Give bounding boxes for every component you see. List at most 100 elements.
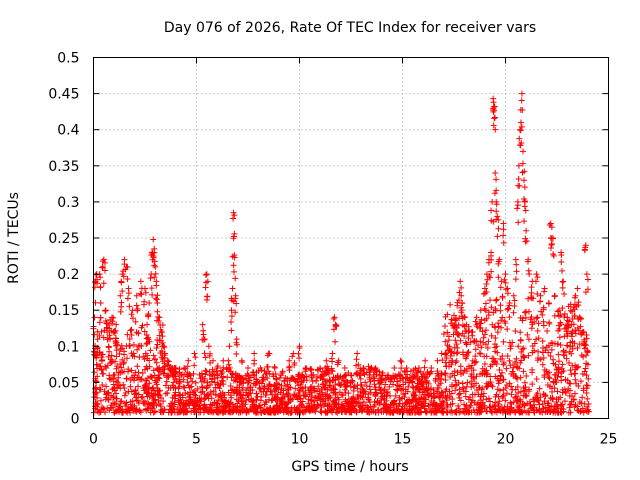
data-point — [96, 332, 103, 339]
data-point — [161, 363, 168, 370]
data-point — [577, 378, 584, 385]
data-point — [519, 346, 526, 353]
data-point — [103, 383, 110, 390]
data-point — [129, 352, 136, 359]
data-point — [210, 388, 217, 395]
data-point — [459, 349, 466, 356]
data-point — [172, 395, 179, 402]
data-point — [546, 369, 553, 376]
data-point — [411, 409, 418, 416]
data-point — [112, 358, 119, 365]
data-point — [555, 351, 562, 358]
data-point — [164, 372, 171, 379]
data-point — [481, 361, 488, 368]
data-point — [577, 407, 584, 414]
data-point — [233, 396, 240, 403]
data-point — [535, 335, 542, 342]
data-point — [415, 364, 422, 371]
data-point — [286, 363, 293, 370]
data-point — [187, 375, 194, 382]
data-point — [113, 353, 120, 360]
data-point — [568, 393, 575, 400]
data-point — [297, 408, 304, 415]
data-point — [209, 376, 216, 383]
data-point — [415, 382, 422, 389]
data-point — [384, 388, 391, 395]
data-point — [170, 379, 177, 386]
data-point — [121, 392, 128, 399]
data-point — [199, 388, 206, 395]
data-point — [515, 162, 522, 169]
data-point — [379, 372, 386, 379]
data-point — [410, 391, 417, 398]
data-point — [457, 390, 464, 397]
data-point — [102, 307, 109, 314]
data-point — [566, 318, 573, 325]
data-point — [146, 363, 153, 370]
data-point — [135, 369, 142, 376]
data-point — [134, 363, 141, 370]
data-point — [457, 371, 464, 378]
data-point — [432, 393, 439, 400]
data-point — [227, 392, 234, 399]
data-point — [549, 340, 556, 347]
data-point — [110, 399, 117, 406]
data-point — [535, 348, 542, 355]
data-point — [495, 216, 502, 223]
data-point — [478, 344, 485, 351]
data-point — [159, 329, 166, 336]
data-point — [534, 291, 541, 298]
data-point — [227, 400, 234, 407]
data-point — [309, 372, 316, 379]
data-point — [290, 350, 297, 357]
data-point — [202, 371, 209, 378]
data-point — [152, 263, 159, 270]
data-point — [225, 357, 232, 364]
data-point — [197, 405, 204, 412]
data-point — [115, 369, 122, 376]
data-point — [133, 394, 140, 401]
data-point — [511, 302, 518, 309]
x-tick-label: 15 — [394, 432, 412, 448]
data-point — [341, 381, 348, 388]
data-point — [332, 338, 339, 345]
data-point — [533, 336, 540, 343]
data-point — [123, 375, 130, 382]
data-point — [114, 384, 121, 391]
data-point — [540, 306, 547, 313]
data-point — [481, 331, 488, 338]
data-point — [250, 380, 257, 387]
data-point — [201, 350, 208, 357]
data-point — [153, 359, 160, 366]
data-point — [559, 305, 566, 312]
data-point — [147, 275, 154, 282]
data-point — [288, 405, 295, 412]
data-point — [422, 408, 429, 415]
data-point — [116, 350, 123, 357]
data-point — [217, 408, 224, 415]
data-point — [113, 390, 120, 397]
data-point — [487, 373, 494, 380]
data-point — [184, 370, 191, 377]
data-point — [506, 314, 513, 321]
data-point — [339, 402, 346, 409]
data-point — [519, 409, 526, 416]
data-point — [358, 367, 365, 374]
data-point — [323, 369, 330, 376]
data-point — [519, 315, 526, 322]
data-point — [487, 363, 494, 370]
data-point — [395, 403, 402, 410]
data-point — [498, 278, 505, 285]
data-point — [334, 372, 341, 379]
data-point — [471, 338, 478, 345]
data-point — [513, 261, 520, 268]
data-point — [228, 313, 235, 320]
data-point — [139, 370, 146, 377]
data-point — [139, 393, 146, 400]
data-point — [155, 374, 162, 381]
data-point — [300, 388, 307, 395]
data-point — [145, 384, 152, 391]
data-point — [528, 325, 535, 332]
data-point — [478, 316, 485, 323]
data-point — [317, 365, 324, 372]
